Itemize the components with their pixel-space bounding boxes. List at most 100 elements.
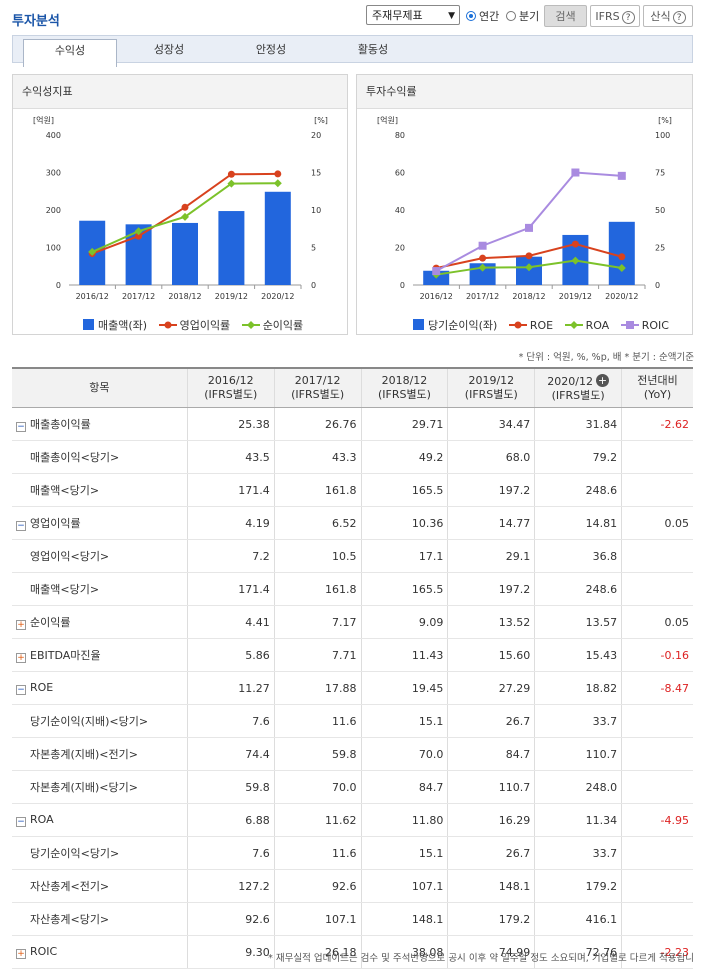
formula-help-button[interactable]: 산식? bbox=[643, 5, 693, 27]
row-label-text: 당기순이익(지배)<당기> bbox=[30, 715, 149, 728]
value-cell: 197.2 bbox=[447, 473, 535, 507]
y-right-tick-label: 20 bbox=[311, 131, 321, 140]
line-swatch-icon bbox=[241, 321, 260, 329]
row-label[interactable]: − 매출총이익률 bbox=[12, 407, 188, 441]
legend-label: 당기순이익(좌) bbox=[428, 319, 498, 332]
collapse-icon[interactable]: − bbox=[16, 817, 26, 827]
panel-title: 수익성지표 bbox=[13, 75, 347, 109]
value-cell: 16.29 bbox=[447, 803, 535, 837]
legend-item[interactable]: ROIC bbox=[620, 319, 669, 332]
legend-item[interactable]: 순이익률 bbox=[241, 319, 303, 332]
tab-activity[interactable]: 활동성 bbox=[357, 43, 389, 56]
right-unit-label: [%] bbox=[658, 116, 672, 125]
value-cell: 15.1 bbox=[360, 836, 448, 870]
row-label[interactable]: − 영업이익률 bbox=[12, 506, 188, 540]
collapse-icon[interactable]: − bbox=[16, 521, 26, 531]
tab-profitability[interactable]: 수익성 bbox=[23, 39, 117, 67]
value-cell: 43.3 bbox=[273, 440, 362, 474]
yoy-cell: -2.62 bbox=[621, 407, 693, 441]
yoy-cell bbox=[621, 737, 693, 771]
series-point bbox=[525, 252, 533, 260]
legend-item[interactable]: 매출액(좌) bbox=[83, 319, 147, 332]
row-label-text: ROE bbox=[30, 681, 54, 694]
value-cell: 43.5 bbox=[186, 440, 275, 474]
value-cell: 14.81 bbox=[534, 506, 622, 540]
unit-note: * 단위 : 억원, %, %p, 배 * 분기 : 순액기준 bbox=[518, 352, 694, 363]
expand-icon[interactable]: + bbox=[16, 949, 26, 959]
report-type-select[interactable]: 주재무제표 ▼ bbox=[366, 5, 460, 25]
value-cell: 26.76 bbox=[273, 407, 362, 441]
value-cell: 11.43 bbox=[360, 638, 448, 672]
table-row: 자산총계<당기> 92.6 107.1 148.1 179.2 416.1 bbox=[12, 902, 693, 936]
expand-plus-icon[interactable]: + bbox=[596, 373, 609, 387]
yoy-cell: -0.16 bbox=[621, 638, 693, 672]
bar-swatch-icon bbox=[413, 319, 424, 330]
collapse-icon[interactable]: − bbox=[16, 685, 26, 695]
column-header-text: 2017/12 bbox=[294, 374, 341, 387]
investment-return-chart: [억원] [%] 0 20 40 60 80 0 25 50 75 100 2016/12 2017/12… bbox=[377, 115, 672, 301]
row-label[interactable]: − ROE bbox=[12, 671, 188, 705]
table-row: − 영업이익률 4.19 6.52 10.36 14.77 14.81 0.05 bbox=[12, 506, 693, 540]
series-point bbox=[181, 203, 189, 211]
value-cell: 79.2 bbox=[534, 440, 622, 474]
x-tick-label: 2019/12 bbox=[215, 292, 248, 301]
value-cell: 110.7 bbox=[447, 770, 535, 804]
bar bbox=[218, 211, 245, 285]
value-cell: 92.6 bbox=[186, 902, 275, 936]
report-type-value: 주재무제표 bbox=[372, 9, 423, 22]
legend-item[interactable]: ROA bbox=[564, 319, 609, 332]
table-row: − 매출총이익률 25.38 26.76 29.71 34.47 31.84 -2.62 bbox=[12, 407, 693, 441]
quarter-radio[interactable]: 분기 bbox=[506, 8, 539, 24]
series-point bbox=[617, 263, 626, 272]
table-row: 매출총이익<당기> 43.5 43.3 49.2 68.0 79.2 bbox=[12, 440, 693, 474]
search-button[interactable]: 검색 bbox=[544, 5, 587, 27]
annual-radio[interactable]: 연간 bbox=[466, 8, 499, 24]
ifrs-help-button[interactable]: IFRS? bbox=[590, 5, 640, 27]
line-swatch-icon bbox=[564, 321, 583, 329]
value-cell: 25.38 bbox=[186, 407, 275, 441]
row-label[interactable]: + 순이익률 bbox=[12, 605, 188, 639]
series-point bbox=[571, 168, 580, 177]
column-header: 항목 bbox=[12, 367, 188, 408]
chart-legend: 당기순이익(좌) ROE ROA ROIC bbox=[413, 317, 677, 333]
collapse-icon[interactable]: − bbox=[16, 422, 26, 432]
value-cell: 49.2 bbox=[360, 440, 448, 474]
annual-label: 연간 bbox=[479, 10, 500, 23]
series-point bbox=[134, 227, 143, 236]
yoy-cell bbox=[621, 473, 693, 507]
tab-stability[interactable]: 안정성 bbox=[255, 43, 287, 56]
column-header-text: 전년대비 bbox=[637, 374, 678, 387]
table-row: + 순이익률 4.41 7.17 9.09 13.52 13.57 0.05 bbox=[12, 605, 693, 639]
row-label[interactable]: + ROIC bbox=[12, 935, 188, 969]
x-tick-label: 2020/12 bbox=[605, 292, 638, 301]
row-label-text: 매출액<당기> bbox=[30, 484, 100, 497]
value-cell: 107.1 bbox=[273, 902, 362, 936]
row-label-text: 순이익률 bbox=[30, 616, 71, 629]
legend-item[interactable]: 당기순이익(좌) bbox=[413, 319, 497, 332]
profitability-chart-panel: 수익성지표 [억원] [%] 0 100 200 300 400 0 5 10 15 20 2016/1… bbox=[12, 74, 348, 335]
x-tick-label: 2016/12 bbox=[420, 292, 453, 301]
expand-icon[interactable]: + bbox=[16, 653, 26, 663]
yoy-cell bbox=[621, 440, 693, 474]
value-cell: 36.8 bbox=[534, 539, 622, 573]
value-cell: 14.77 bbox=[447, 506, 535, 540]
value-cell: 29.1 bbox=[447, 539, 535, 573]
legend-item[interactable]: ROE bbox=[508, 319, 553, 332]
row-label[interactable]: − ROA bbox=[12, 803, 188, 837]
yoy-cell bbox=[621, 902, 693, 936]
y-left-tick-label: 400 bbox=[46, 131, 61, 140]
row-label[interactable]: + EBITDA마진율 bbox=[12, 638, 188, 672]
left-unit-label: [억원] bbox=[33, 115, 54, 125]
legend-item[interactable]: 영업이익률 bbox=[158, 319, 230, 332]
expand-icon[interactable]: + bbox=[16, 620, 26, 630]
value-cell: 165.5 bbox=[360, 473, 448, 507]
column-header-text: (IFRS별도) bbox=[464, 388, 518, 401]
tab-growth[interactable]: 성장성 bbox=[153, 43, 185, 56]
table-header-row: 항목 2016/12 (IFRS별도) 2017/12 (IFRS별도) 2018/12(… bbox=[12, 367, 693, 408]
value-cell: 148.1 bbox=[447, 869, 535, 903]
y-right-tick-label: 0 bbox=[311, 281, 316, 290]
value-cell: 161.8 bbox=[273, 572, 362, 606]
row-label-text: 자산총계<전기> bbox=[30, 880, 110, 893]
y-right-tick-label: 25 bbox=[655, 244, 665, 253]
row-label-text: ROA bbox=[30, 813, 54, 826]
